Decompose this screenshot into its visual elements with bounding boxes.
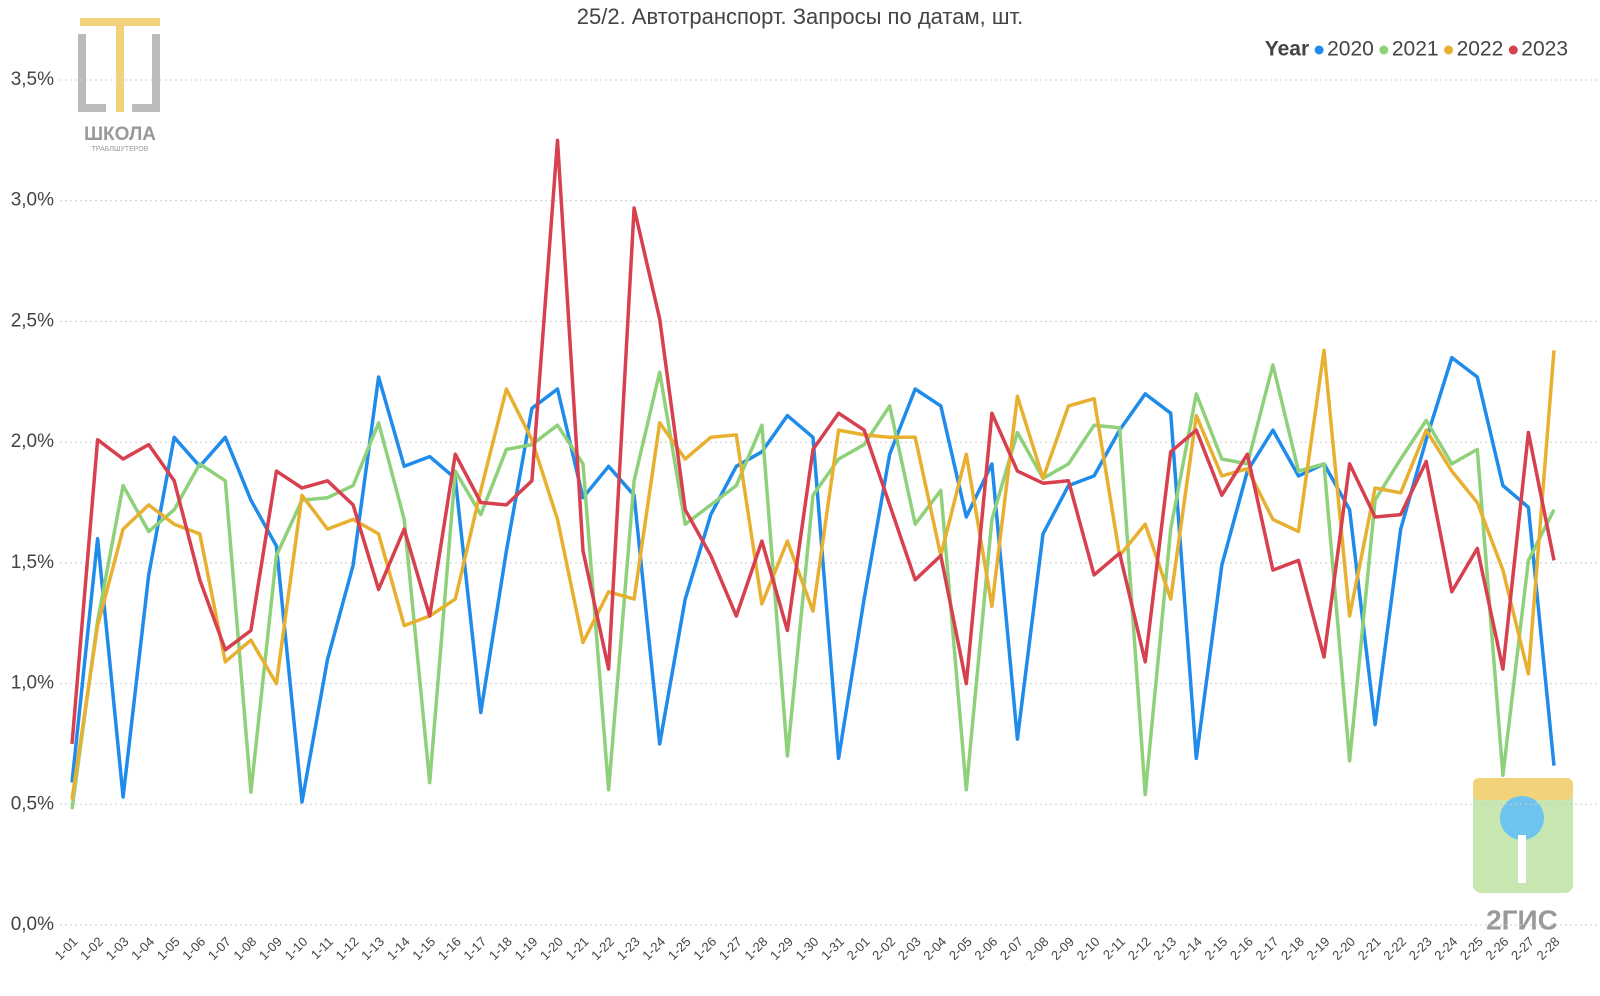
y-tick-label: 3,5% [11,69,54,90]
x-tick-label: 2-09 [1048,934,1077,963]
x-tick-label: 2-20 [1329,934,1358,963]
x-tick-label: 2-22 [1380,934,1409,963]
x-tick-label: 1-26 [690,934,719,963]
x-tick-label: 2-12 [1125,934,1154,963]
x-tick-label: 1-28 [741,934,770,963]
x-tick-label: 2-13 [1150,934,1179,963]
x-tick-label: 1-12 [333,934,362,963]
x-tick-label: 2-26 [1482,934,1511,963]
gis-logo: 2ГИС [1473,778,1573,935]
legend-label: 2021 [1392,38,1439,61]
x-tick-label: 1-11 [308,934,336,962]
x-tick-label: 2-27 [1508,934,1537,963]
x-tick-label: 2-24 [1431,934,1460,963]
x-tick-label: 2-03 [895,934,924,963]
x-tick-label: 1-03 [103,934,132,963]
y-tick-label: 0,5% [11,793,54,814]
x-tick-label: 2-17 [1252,934,1281,963]
x-tick-label: 2-25 [1457,934,1486,963]
x-tick-label: 2-21 [1355,934,1384,963]
x-tick-label: 1-23 [614,934,643,963]
x-tick-label: 1-31 [818,934,847,963]
x-tick-label: 1-15 [409,934,438,963]
legend-title: Year [1265,38,1309,61]
x-tick-label: 1-14 [384,934,413,963]
x-tick-label: 1-01 [52,934,81,963]
y-tick-label: 0,0% [11,914,54,935]
legend-marker [1444,45,1454,55]
x-tick-label: 2-08 [1023,934,1052,963]
x-tick-label: 1-25 [665,934,694,963]
x-tick-label: 1-07 [205,934,234,963]
y-tick-label: 3,0% [11,190,54,211]
y-tick-label: 2,0% [11,431,54,452]
x-tick-label: 2-15 [1201,934,1230,963]
y-tick-label: 1,5% [11,552,54,573]
x-tick-label: 1-17 [460,934,489,963]
legend-marker [1314,45,1324,55]
school-logo: ШКОЛА ТРАБЛШУТЕРОВ [78,18,160,153]
x-tick-label: 2-28 [1534,934,1563,963]
x-tick-label: 1-30 [793,934,822,963]
series-line [70,138,1556,745]
x-tick-label: 1-08 [230,934,259,963]
x-tick-label: 1-16 [435,934,464,963]
x-tick-label: 2-23 [1406,934,1435,963]
x-tick-label: 1-24 [639,934,668,963]
logo-text: ШКОЛА [84,124,156,145]
x-tick-label: 1-09 [256,934,285,963]
logo-shape [1500,796,1544,840]
x-tick-label: 1-13 [358,934,387,963]
logo-shape [78,34,160,112]
logo-text: ТРАБЛШУТЕРОВ [92,146,149,153]
logo-bar [80,18,160,26]
chart-title: 25/2. Автотранспорт. Запросы по датам, ш… [577,4,1023,29]
x-tick-label: 2-04 [920,934,949,963]
legend-label: 2023 [1521,38,1568,61]
logo-shape [1473,778,1573,800]
x-tick-label: 1-18 [486,934,515,963]
legend-label: 2022 [1457,38,1504,61]
x-tick-label: 2-18 [1278,934,1307,963]
legend-marker [1379,45,1389,55]
x-tick-label: 1-02 [77,934,106,963]
x-tick-label: 1-05 [154,934,183,963]
x-tick-label: 2-14 [1176,934,1205,963]
x-tick-label: 1-27 [716,934,745,963]
x-tick-label: 2-02 [869,934,898,963]
x-tick-label: 1-20 [537,934,566,963]
x-tick-label: 2-19 [1304,934,1333,963]
x-tick-label: 2-11 [1100,934,1128,962]
series-line [70,348,1556,800]
x-tick-label: 1-06 [179,934,208,963]
x-tick-label: 1-21 [563,934,592,963]
y-tick-label: 2,5% [11,310,54,331]
x-tick-label: 1-22 [588,934,617,963]
logo-text: 2ГИС [1486,904,1558,935]
y-tick-label: 1,0% [11,673,54,694]
x-tick-label: 2-05 [946,934,975,963]
logo-bar [116,26,124,112]
x-tick-label: 1-04 [128,934,157,963]
x-tick-label: 1-29 [767,934,796,963]
legend: 2023 2022 2021 2020 Year [1265,38,1568,61]
x-tick-label: 2-07 [997,934,1026,963]
legend-label: 2020 [1327,38,1374,61]
x-tick-label: 1-10 [282,934,311,963]
legend-marker [1508,45,1518,55]
x-tick-label: 2-06 [971,934,1000,963]
logo-shape [1518,835,1526,883]
x-tick-label: 2-16 [1227,934,1256,963]
x-tick-label: 2-10 [1074,934,1103,963]
x-tick-label: 2-01 [844,934,873,963]
x-tick-label: 1-19 [511,934,540,963]
